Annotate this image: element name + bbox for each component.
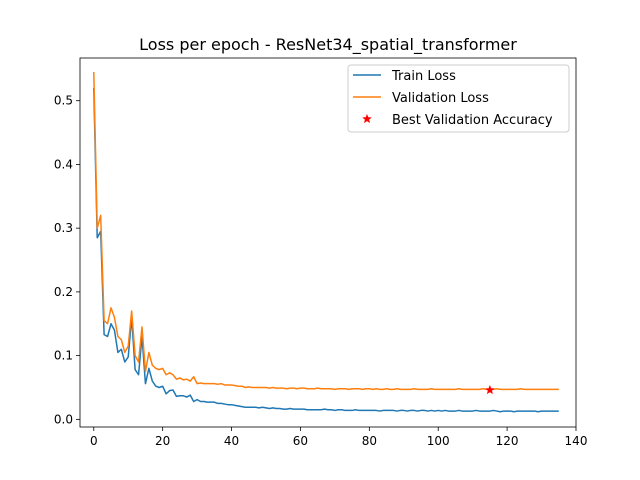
legend: Train Loss Validation Loss Best Validation… [347, 64, 570, 133]
y-tick-label: 0.5 [54, 94, 73, 108]
x-tick-label: 0 [90, 434, 98, 448]
series-line-validation-loss [93, 72, 559, 391]
x-tick-label: 100 [427, 434, 450, 448]
x-tick-label: 20 [155, 434, 170, 448]
y-tick-label: 0.1 [54, 349, 73, 363]
plot-frame [79, 57, 577, 428]
y-tick-label: 0.0 [54, 412, 73, 426]
x-tick-label: 80 [362, 434, 377, 448]
x-tick-label: 140 [565, 434, 588, 448]
legend-box [347, 64, 570, 133]
axes-layer: 0 20 40 60 80 100 120 140 0.0 0.1 0.2 0.3 0.4 0.5 [54, 57, 588, 448]
series-layer [93, 72, 559, 413]
chart-title: Loss per epoch - ResNet34_spatial_transf… [139, 35, 517, 55]
x-tick-label: 40 [224, 434, 239, 448]
y-tick-label: 0.3 [54, 221, 73, 235]
legend-label: Train Loss [391, 69, 456, 84]
series-line-train-loss [93, 87, 559, 413]
legend-label: Best Validation Accuracy [392, 113, 553, 128]
legend-label: Validation Loss [392, 91, 489, 106]
legend-swatch-star [362, 113, 372, 124]
y-tick-label: 0.2 [54, 285, 73, 299]
best-validation-accuracy-marker [484, 384, 495, 395]
y-tick-label: 0.4 [54, 157, 73, 171]
x-tick-label: 60 [293, 434, 308, 448]
x-tick-label: 120 [496, 434, 519, 448]
